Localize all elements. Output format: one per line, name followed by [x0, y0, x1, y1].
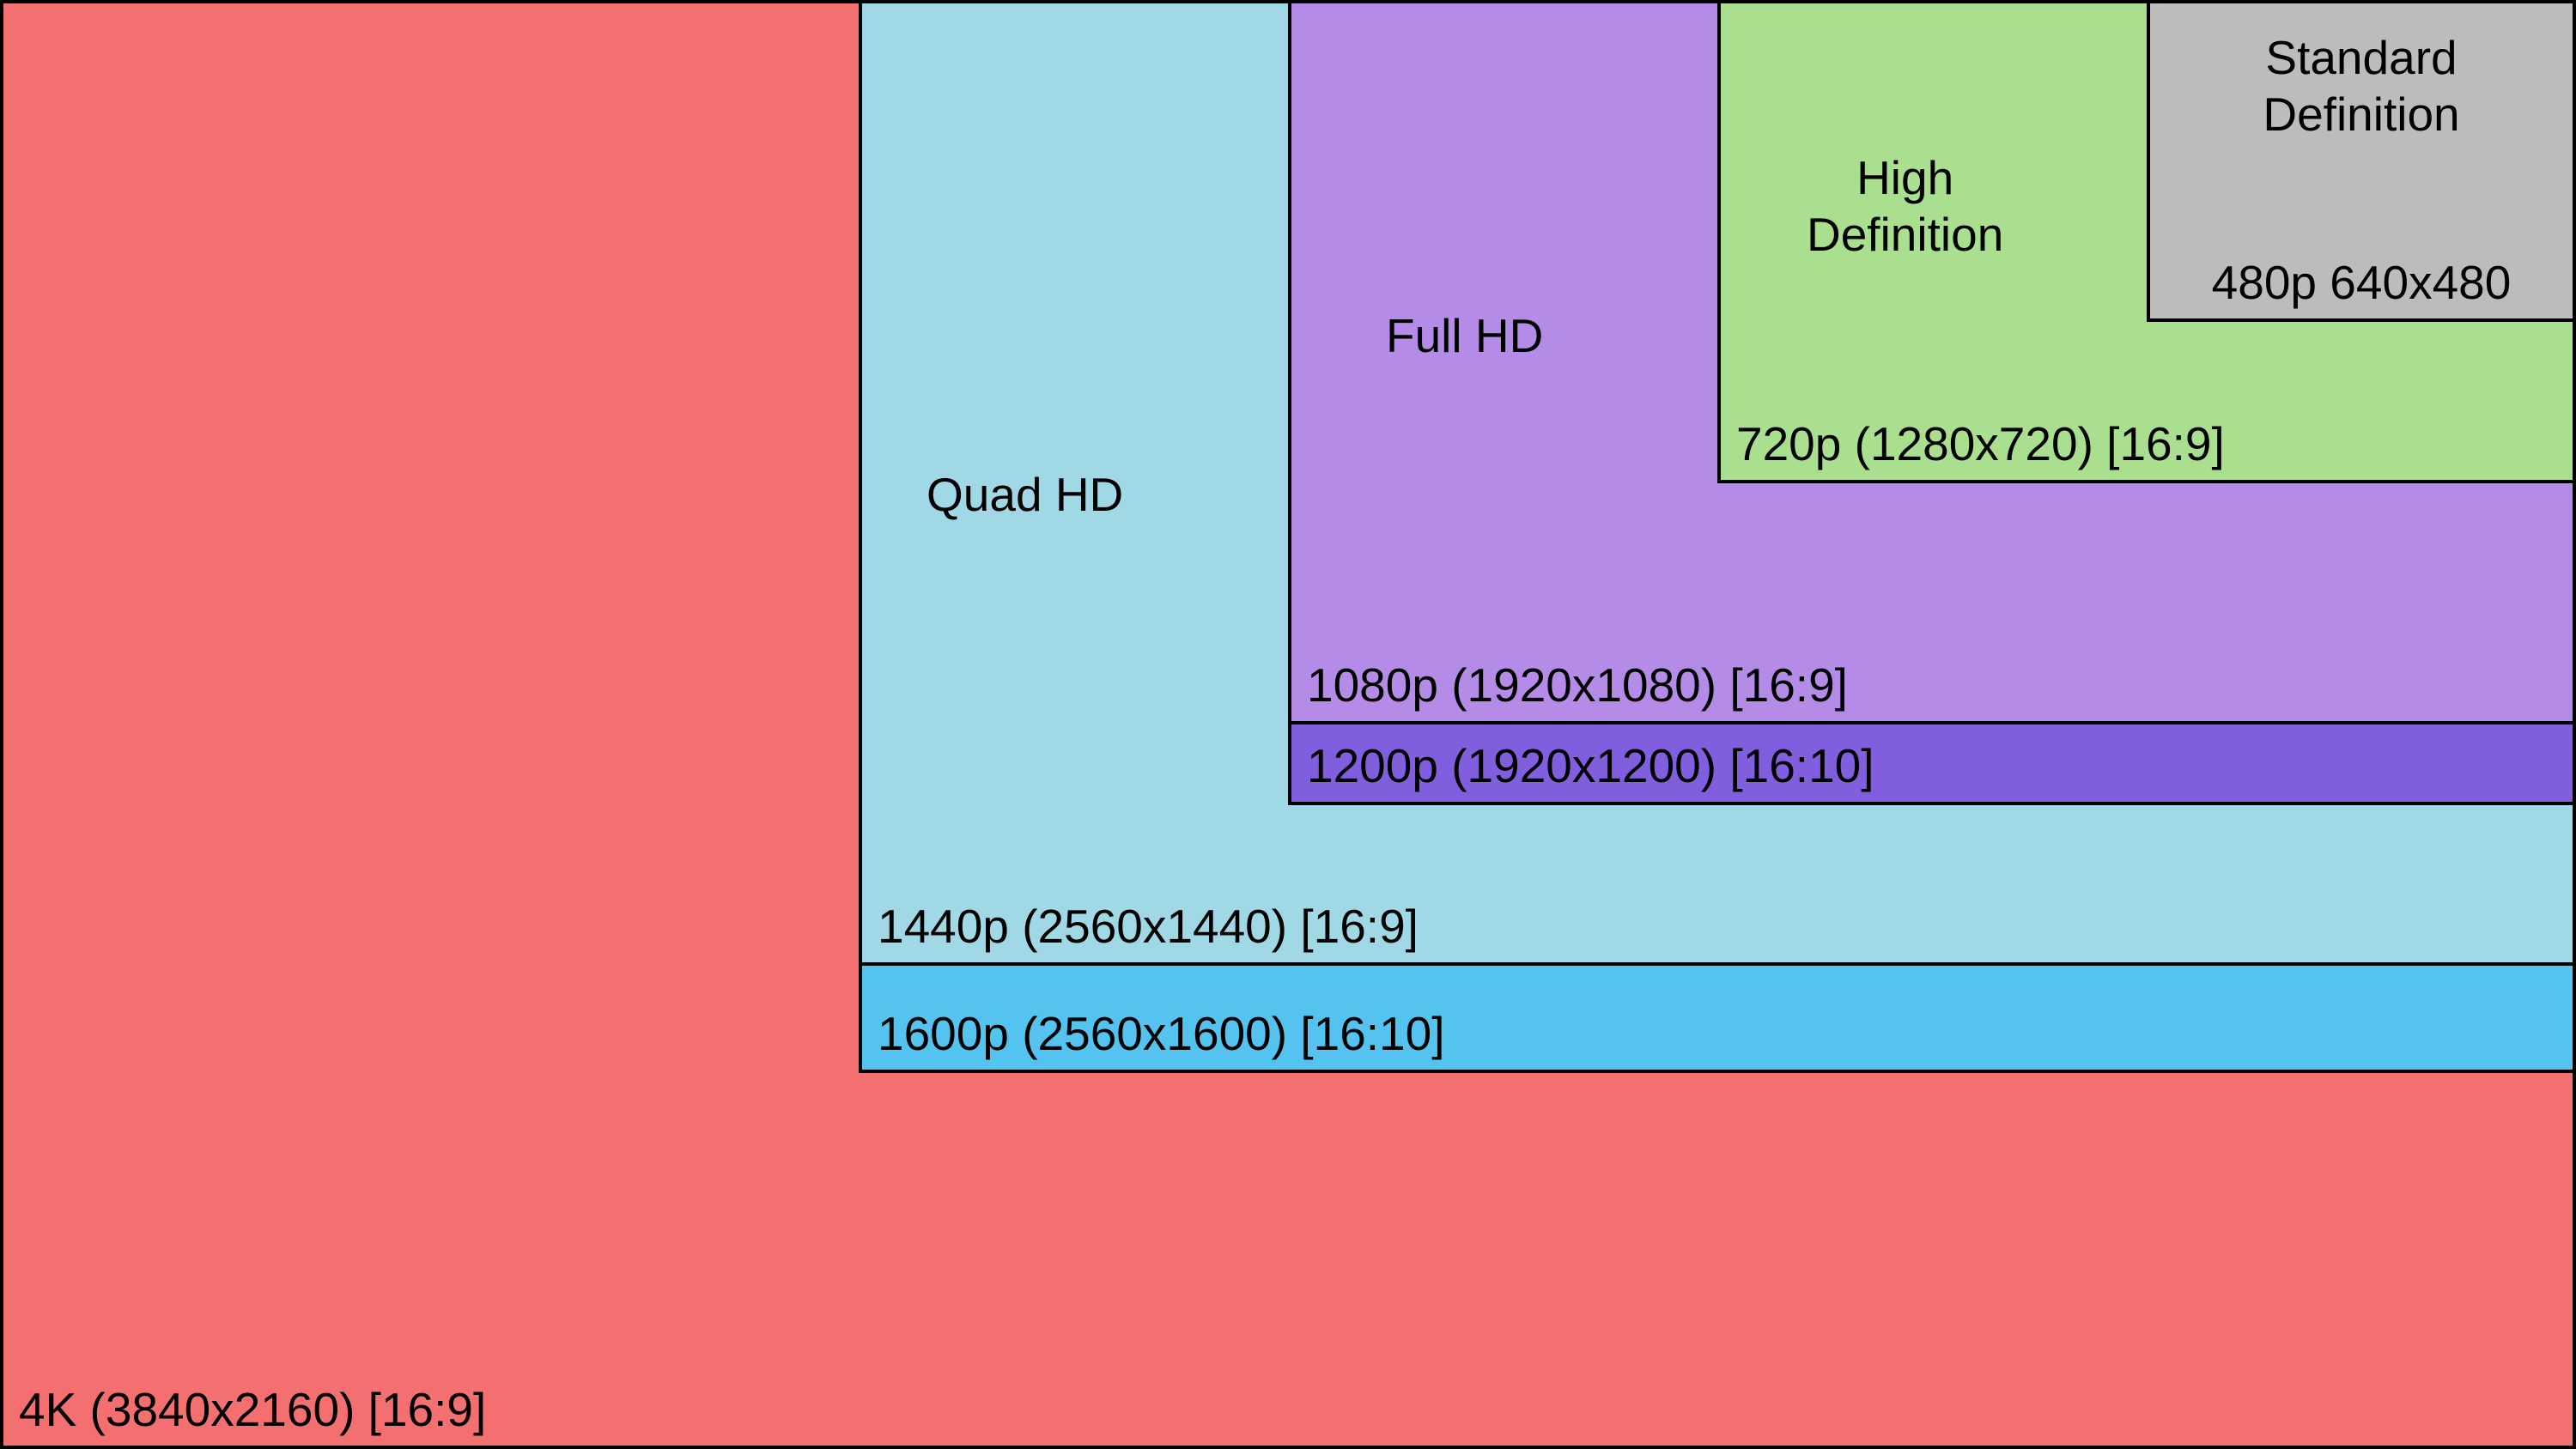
spec-1200p: 1200p (1920x1200) [16:10]: [1307, 738, 1874, 793]
box-480p: StandardDefinition 480p 640x480: [2147, 0, 2576, 322]
spec-720p: 720p (1280x720) [16:9]: [1736, 416, 2225, 471]
title-quad-hd: Quad HD: [927, 467, 1123, 522]
title-high-definition: HighDefinition: [1807, 149, 2003, 263]
title-full-hd: Full HD: [1386, 308, 1543, 363]
resolution-diagram: 4K (3840x2160) [16:9] 1600p (2560x1600) …: [0, 0, 2576, 1449]
spec-4k: 4K (3840x2160) [16:9]: [19, 1382, 486, 1437]
spec-1080p: 1080p (1920x1080) [16:9]: [1307, 658, 1848, 712]
spec-1600p: 1600p (2560x1600) [16:10]: [878, 1006, 1445, 1061]
spec-1440p: 1440p (2560x1440) [16:9]: [878, 899, 1419, 954]
spec-480p: 480p 640x480: [2212, 255, 2512, 310]
title-standard-definition: StandardDefinition: [2263, 29, 2459, 142]
